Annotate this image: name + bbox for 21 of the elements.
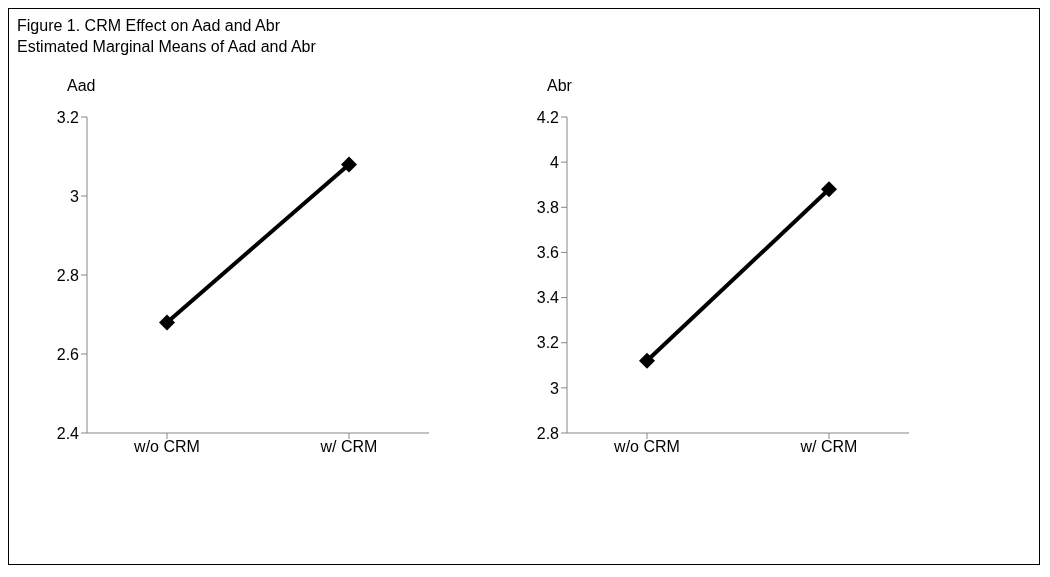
y-tick-label: 2.4 [56, 424, 80, 442]
y-axis-title: Abr [547, 77, 572, 95]
x-tick-label: w/o CRM [133, 438, 200, 456]
y-tick-label: 3.6 [536, 244, 560, 262]
chart-subtitle: Estimated Marginal Means of Aad and Abr [17, 37, 316, 57]
y-tick-label: 3.8 [536, 198, 560, 216]
y-tick-label: 3 [550, 379, 560, 397]
x-tick-label: w/o CRM [613, 438, 680, 456]
y-tick-label: 2.8 [536, 424, 560, 442]
x-tick-label: w/ CRM [799, 438, 858, 456]
y-tick-label: 3.2 [536, 334, 560, 352]
y-tick-label: 2.8 [56, 266, 80, 284]
y-tick-label: 3.4 [536, 289, 560, 307]
y-tick-label: 4.2 [536, 108, 560, 126]
y-tick-label: 4 [550, 153, 560, 171]
chart-title: Figure 1. CRM Effect on Aad and Abr [17, 16, 281, 36]
y-axis-title: Aad [67, 77, 96, 95]
y-tick-label: 3 [70, 187, 80, 205]
y-tick-label: 2.6 [56, 345, 80, 363]
x-tick-label: w/ CRM [319, 438, 378, 456]
y-tick-label: 3.2 [56, 108, 80, 126]
